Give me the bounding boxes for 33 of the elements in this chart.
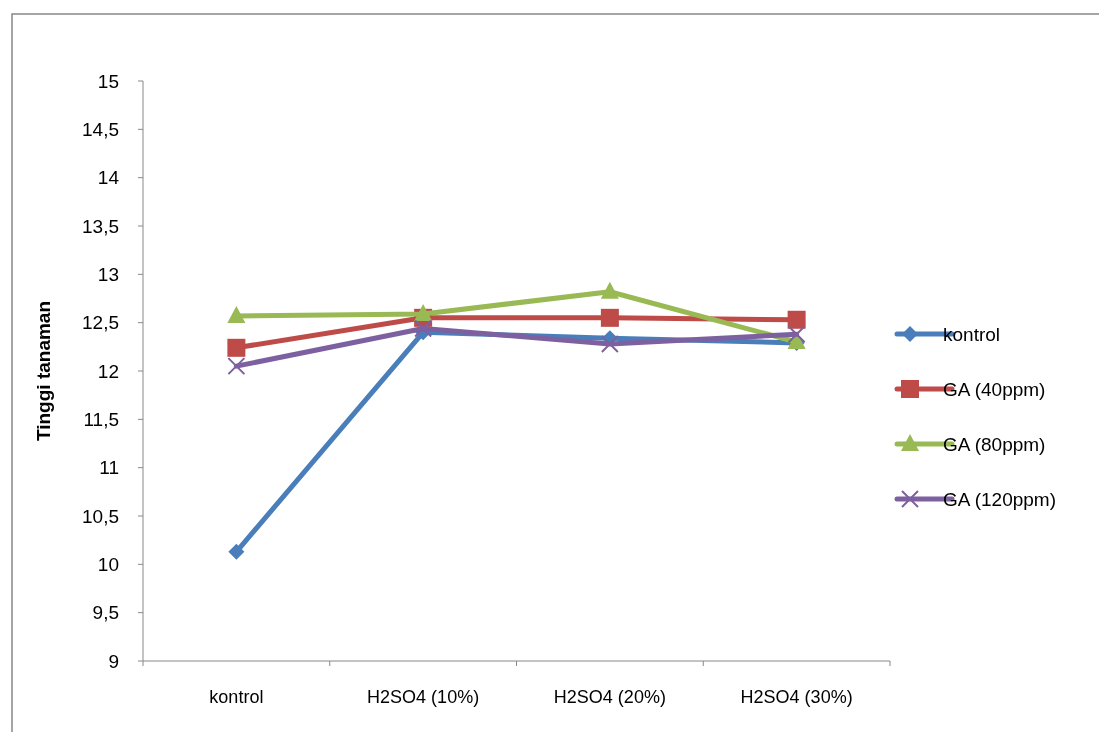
y-axis-title: Tinggi tanaman bbox=[33, 300, 54, 442]
y-tick-label: 10 bbox=[97, 553, 119, 575]
point bbox=[227, 357, 246, 376]
y-tick-label: 13,5 bbox=[82, 215, 119, 237]
point bbox=[228, 543, 245, 560]
point bbox=[787, 310, 806, 329]
y-tick-label: 15 bbox=[97, 70, 119, 92]
y-tick-label: 12 bbox=[97, 360, 119, 382]
point bbox=[414, 303, 433, 321]
y-tick-label: 10,5 bbox=[82, 505, 119, 527]
x-tick-label: kontrol bbox=[209, 687, 264, 707]
point bbox=[600, 334, 619, 353]
legend-label: kontrol bbox=[943, 323, 1001, 345]
y-tick-label: 9 bbox=[108, 650, 119, 672]
y-tick-label: 13 bbox=[97, 263, 119, 285]
y-tick-label: 11 bbox=[99, 457, 119, 479]
point bbox=[787, 325, 806, 344]
y-tick-label: 12,5 bbox=[82, 312, 119, 334]
x-tick-label: H2SO4 (30%) bbox=[740, 687, 853, 707]
y-tick-label: 9,5 bbox=[92, 602, 119, 624]
y-tick-label: 14 bbox=[97, 167, 120, 189]
x-tick-label: H2SO4 (20%) bbox=[553, 687, 666, 707]
y-tick-label: 14,5 bbox=[82, 118, 119, 140]
point bbox=[414, 319, 433, 338]
legend-label: GA (80ppm) bbox=[943, 433, 1046, 455]
point bbox=[600, 281, 619, 299]
legend-label: GA (40ppm) bbox=[943, 378, 1046, 400]
legend-label: GA (120ppm) bbox=[943, 488, 1056, 510]
x-tick-label: H2SO4 (10%) bbox=[367, 687, 480, 707]
point bbox=[227, 305, 246, 323]
point bbox=[227, 338, 246, 357]
y-tick-label: 11,5 bbox=[83, 408, 119, 430]
point bbox=[600, 308, 619, 327]
